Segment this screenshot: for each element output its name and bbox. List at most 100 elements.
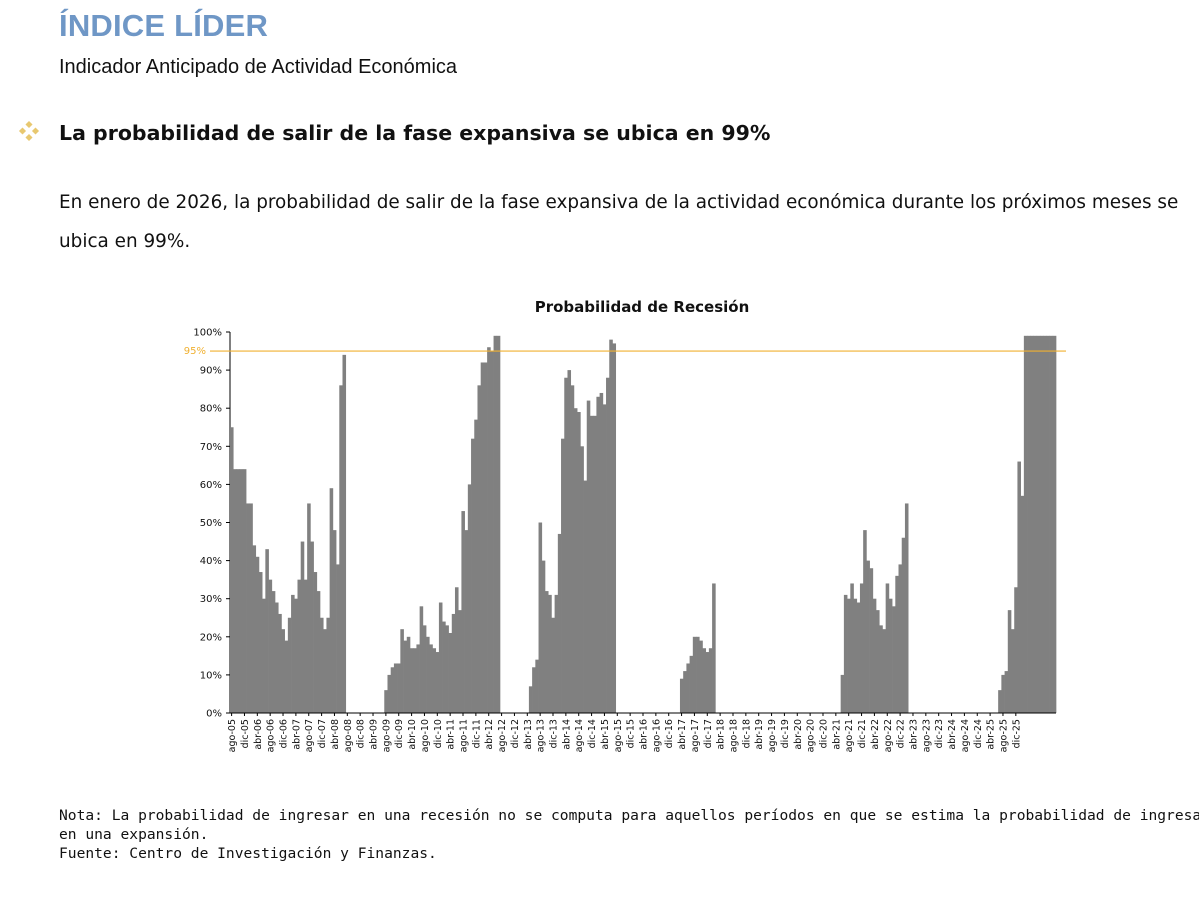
bar (467, 484, 472, 713)
bar (1043, 335, 1047, 713)
x-tick-label: abr-23 (908, 719, 919, 750)
bar (403, 640, 408, 713)
bar (471, 438, 475, 713)
bar (580, 446, 584, 713)
x-tick-label: abr-19 (754, 719, 765, 750)
x-tick-label: ago-16 (651, 719, 662, 752)
bar (268, 579, 273, 713)
bar (538, 522, 543, 713)
x-tick-label: dic-10 (433, 719, 444, 748)
x-tick-label: dic-17 (703, 719, 714, 748)
y-tick-label: 20% (200, 632, 222, 643)
bar (859, 583, 864, 713)
y-tick-label: 80% (200, 404, 222, 415)
bar (699, 640, 703, 713)
bar (316, 591, 321, 713)
page-title: ÍNDICE LÍDER (59, 8, 269, 43)
x-tick-label: abr-20 (793, 719, 804, 750)
bar (384, 690, 388, 713)
bar (705, 652, 710, 713)
bar (294, 598, 298, 713)
bar (567, 370, 572, 713)
x-tick-label: dic-19 (780, 719, 791, 748)
x-tick-label: abr-18 (716, 719, 727, 750)
y-tick-label: 100% (193, 328, 222, 339)
bar (319, 617, 324, 713)
x-tick-label: dic-07 (317, 719, 328, 748)
x-tick-label: abr-07 (291, 719, 302, 750)
bar (879, 625, 883, 713)
x-tick-label: dic-08 (356, 719, 367, 748)
bar (413, 648, 417, 713)
note-line-2: en una expansión. (59, 826, 209, 843)
bar (278, 613, 282, 713)
x-tick-label: ago-17 (690, 719, 701, 752)
bars (230, 335, 1057, 713)
bar (291, 594, 295, 713)
bar (448, 632, 453, 713)
y-tick-label: 0% (206, 709, 222, 720)
x-tick-label: abr-08 (330, 719, 341, 750)
bar (869, 568, 874, 713)
bar (840, 674, 845, 713)
bar (1017, 461, 1021, 713)
x-tick-label: dic-05 (240, 719, 251, 748)
x-tick-label: dic-06 (279, 719, 290, 748)
bar (303, 579, 308, 713)
bar (606, 377, 610, 713)
bar (554, 594, 559, 713)
x-tick-label: ago-05 (227, 719, 238, 752)
bar (541, 560, 546, 713)
bar (297, 579, 302, 713)
x-tick-label: dic-22 (896, 719, 907, 748)
bar (712, 583, 716, 713)
x-tick-label: abr-13 (523, 719, 534, 750)
bar (326, 617, 330, 713)
bar (1049, 335, 1054, 713)
chart-svg: Probabilidad de Recesión 0% 10% 20% 30% 40% 5… (184, 298, 1066, 752)
x-tick-label: dic-11 (471, 719, 482, 748)
bar (275, 602, 279, 713)
x-tick-label: abr-10 (407, 719, 418, 750)
bar (393, 663, 398, 713)
bar (416, 644, 420, 713)
bar (1036, 335, 1041, 713)
bar (400, 629, 404, 713)
bar (689, 655, 694, 713)
bar (544, 591, 549, 713)
bar (564, 377, 568, 713)
x-tick-label: ago-06 (266, 719, 277, 752)
bar (474, 419, 478, 713)
bar (586, 400, 591, 713)
bar (1027, 335, 1031, 713)
bar (599, 392, 604, 713)
bar (892, 606, 896, 713)
x-tick-label: ago-13 (536, 719, 547, 752)
x-tick-label: dic-21 (857, 719, 868, 748)
bar (535, 659, 539, 713)
bar (882, 629, 886, 713)
y-tick-label: 90% (200, 366, 222, 377)
y-tick-label: 70% (200, 442, 222, 453)
bar (239, 469, 244, 713)
bar (342, 354, 347, 713)
bar (480, 362, 485, 713)
bar (557, 533, 562, 713)
x-axis: ago-05 dic-05 abr-06 ago-06 dic-06 abr-07 ago-… (227, 712, 1056, 752)
x-tick-label: abr-24 (947, 719, 958, 750)
bar (872, 598, 877, 713)
bar (323, 629, 327, 713)
bar (866, 560, 870, 713)
x-tick-label: abr-06 (253, 719, 264, 750)
x-tick-label: ago-12 (497, 719, 508, 752)
bar (885, 583, 890, 713)
bar (255, 556, 260, 713)
bar (265, 549, 269, 713)
bar (1004, 671, 1009, 713)
x-tick-label: dic-09 (394, 719, 405, 748)
bar (1039, 335, 1044, 713)
bar (686, 663, 690, 713)
bar (904, 503, 909, 713)
bar (683, 671, 687, 713)
x-tick-label: abr-14 (561, 719, 572, 750)
